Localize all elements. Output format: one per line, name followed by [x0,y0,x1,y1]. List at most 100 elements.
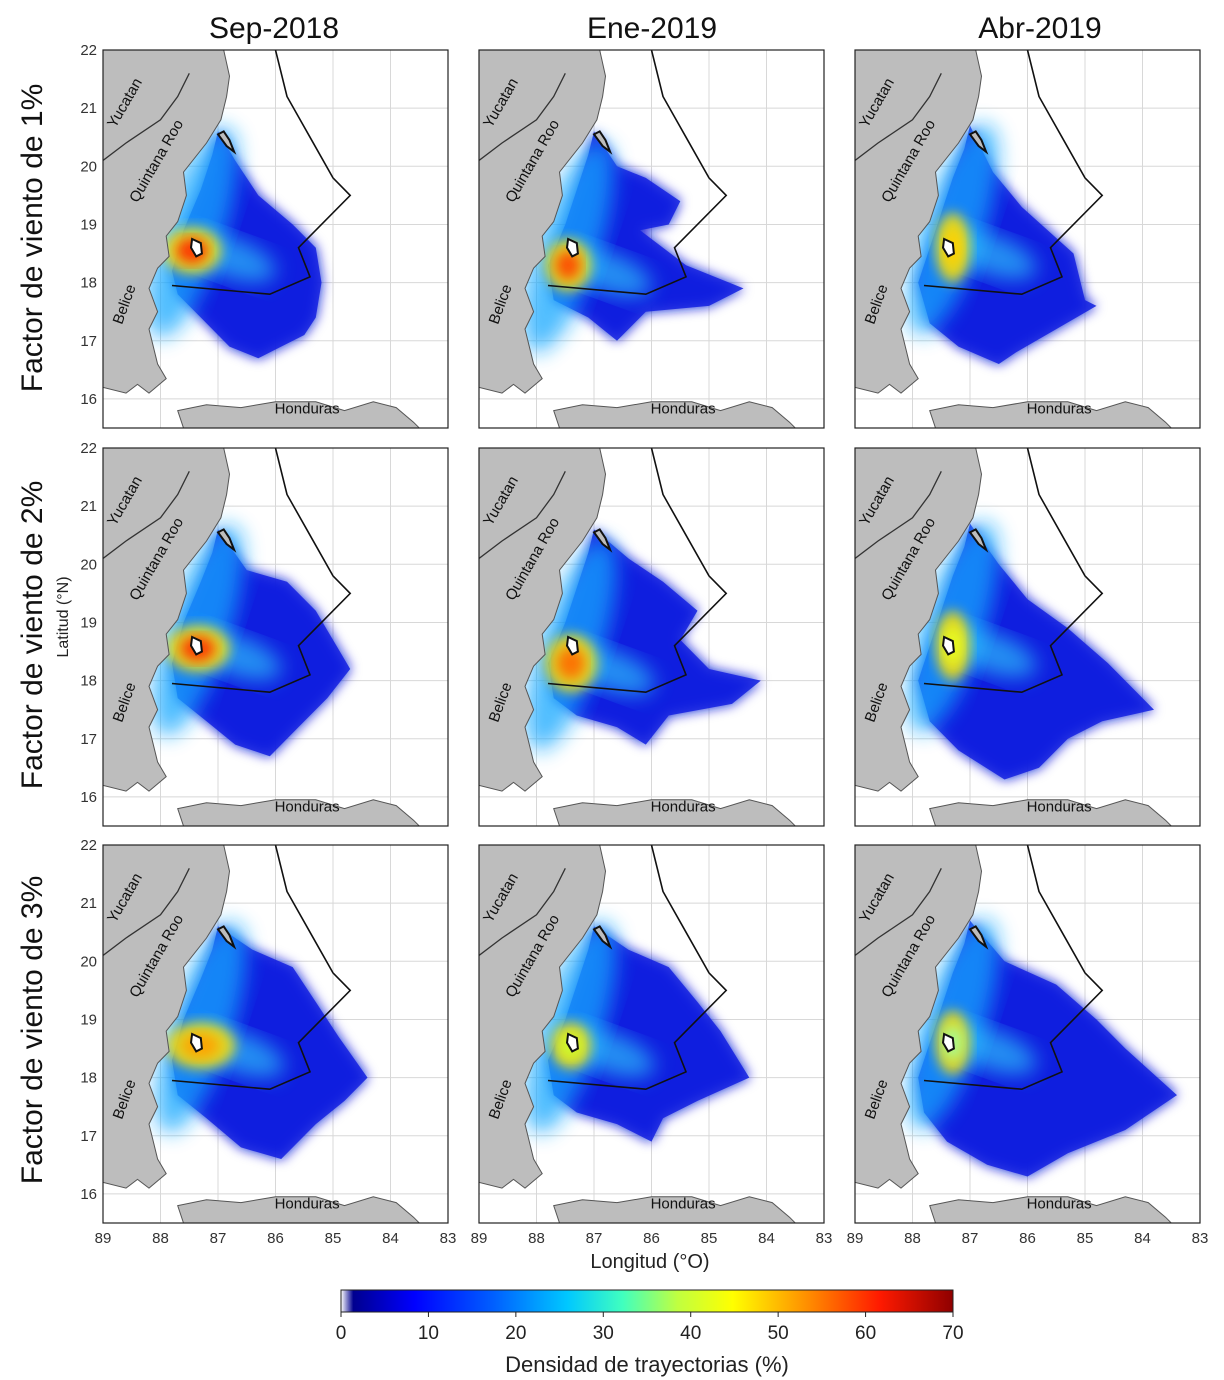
label-honduras: Honduras [275,400,340,417]
label-honduras: Honduras [1027,798,1092,815]
lat-tick-label: 19 [80,216,97,233]
state-boundary [103,73,190,162]
lon-tick-label: 86 [267,1230,284,1247]
cozumel-island [592,130,613,155]
lon-tick-label: 88 [528,1230,545,1247]
lat-tick-label: 22 [80,837,97,854]
cozumel-island [592,925,613,950]
lon-tick-label: 88 [152,1230,169,1247]
lat-tick-label: 17 [80,731,97,748]
lon-tick-label: 85 [325,1230,342,1247]
label-honduras: Honduras [275,798,340,815]
panel-frame [478,49,825,429]
cozumel-island [968,528,989,553]
panel-frame [478,844,825,1224]
lat-tick-label: 16 [80,1186,97,1203]
land-yucatan-peninsula [855,845,983,1189]
eez-boundary [171,845,352,1091]
state-boundary [855,868,942,957]
latitude-ticks: 22 21 20 19 18 17 16 22 21 20 19 18 17 16 22 21 20 19 18 17… [80,42,97,1203]
state-boundary [103,868,190,957]
banco-chinchorro [565,1032,579,1053]
density-plume [907,521,1154,780]
land-honduras [177,799,421,826]
lat-tick-label: 20 [80,158,97,175]
lat-tick-label: 16 [80,391,97,408]
panel-frame [854,844,1201,1224]
lat-tick-label: 18 [80,1070,97,1087]
lat-tick-label: 21 [80,895,97,912]
banco-chinchorro [941,635,955,656]
column-title-1: Sep-2018 [209,12,339,45]
land-yucatan-peninsula [103,448,231,792]
colorbar-ticks: 0 10 20 30 40 50 60 70 [336,1312,964,1344]
banco-chinchorro [189,635,203,656]
banco-chinchorro [565,635,579,656]
density-plume [907,918,1177,1177]
density-plume [907,123,1097,364]
eez-boundary [171,448,352,694]
lon-tick-label: 83 [1192,1230,1209,1247]
lat-tick-label: 22 [80,440,97,457]
colorbar-tick-label: 50 [768,1323,789,1344]
land-yucatan-peninsula [479,845,607,1189]
panel-frame [102,844,449,1224]
colorbar-tick-label: 40 [680,1323,701,1344]
colorbar-tick-label: 20 [505,1323,526,1344]
state-boundary [479,73,566,162]
lon-tick-label: 86 [1019,1230,1036,1247]
label-honduras: Honduras [1027,400,1092,417]
land-honduras [929,1196,1173,1223]
banco-chinchorro [941,1032,955,1053]
lat-tick-label: 19 [80,1011,97,1028]
lon-tick-label: 87 [586,1230,603,1247]
state-boundary [479,868,566,957]
label-honduras: Honduras [1027,1195,1092,1212]
label-honduras: Honduras [651,400,716,417]
density-plume [525,529,761,751]
lon-tick-label: 84 [758,1230,775,1247]
land-yucatan-peninsula [479,448,607,792]
density-plume [522,131,744,353]
banco-chinchorro [565,237,579,258]
land-honduras [177,401,421,428]
lat-tick-label: 21 [80,498,97,515]
lon-tick-label: 85 [701,1230,718,1247]
lon-tick-label: 83 [816,1230,833,1247]
colorbar-tick-label: 30 [593,1323,614,1344]
label-honduras: Honduras [651,798,716,815]
density-plume [146,126,322,359]
density-plume [155,921,368,1159]
land-yucatan-peninsula [855,50,983,394]
lon-tick-label: 86 [643,1230,660,1247]
row-title-3: Factor de viento de 3% [16,876,49,1185]
land-yucatan-peninsula [103,845,231,1189]
colorbar [340,1289,954,1313]
x-axis-label: Longitud (°O) [590,1251,709,1273]
eez-boundary [171,50,352,296]
state-boundary [855,471,942,560]
banco-chinchorro [941,237,955,258]
land-yucatan-peninsula [479,50,607,394]
lon-tick-label: 87 [962,1230,979,1247]
colorbar-tick-label: 60 [855,1323,876,1344]
panel-frame [478,447,825,827]
banco-chinchorro [189,237,203,258]
eez-boundary [923,50,1104,296]
eez-boundary [547,845,728,1091]
panel-frame [102,49,449,429]
colorbar-label: Densidad de trayectorias (%) [505,1352,789,1377]
cozumel-island [592,528,613,553]
eez-boundary [923,448,1104,694]
cozumel-island [968,130,989,155]
column-title-3: Abr-2019 [978,12,1101,45]
eez-boundary [547,50,728,296]
